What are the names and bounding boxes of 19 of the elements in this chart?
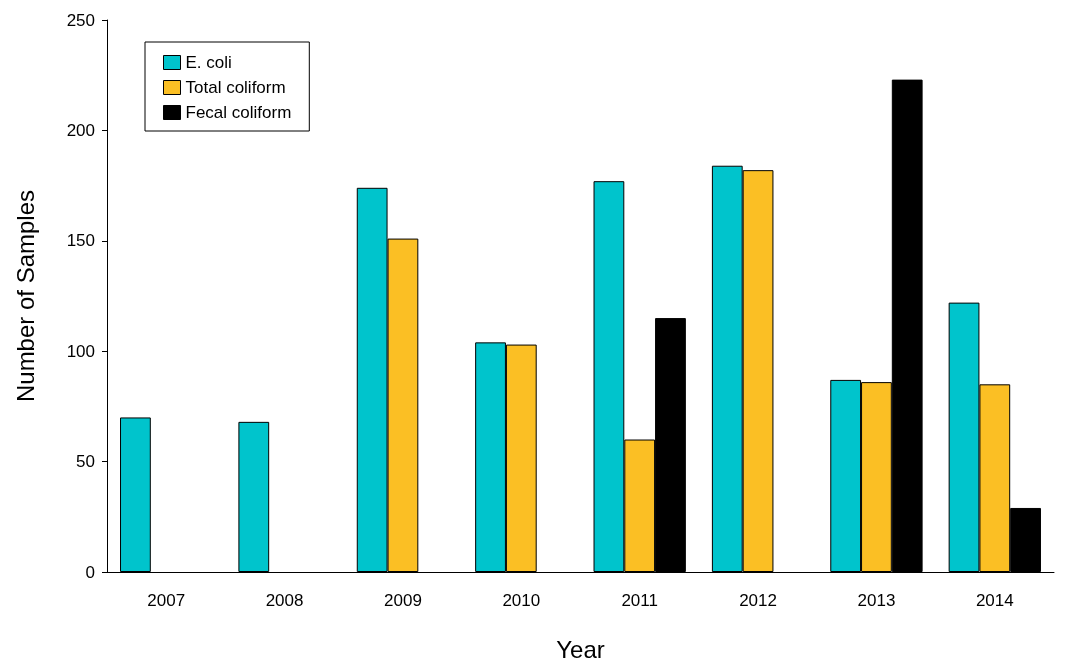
x-tick-label: 2007	[147, 591, 186, 610]
x-tick-label: 2014	[975, 591, 1014, 610]
legend-label: Fecal coliform	[185, 103, 292, 122]
x-tick-label: 2010	[502, 591, 541, 610]
legend-label: Total coliform	[185, 78, 286, 97]
y-tick-label: 0	[85, 562, 95, 582]
y-tick-label: 200	[66, 120, 95, 140]
x-tick-label: 2008	[265, 591, 304, 610]
x-tick-label: 2012	[739, 591, 777, 610]
x-tick-label: 2013	[857, 591, 896, 610]
y-tick-label: 100	[66, 341, 95, 361]
x-tick-label: 2011	[621, 591, 658, 610]
y-axis-title: Number of Samples	[11, 189, 39, 403]
y-tick-label: 150	[66, 231, 95, 251]
y-tick-label: 250	[66, 10, 95, 30]
x-axis-title: Year	[556, 635, 605, 663]
y-tick-label: 50	[76, 452, 95, 472]
x-tick-label: 2009	[384, 591, 422, 610]
legend-label: E. coli	[185, 53, 232, 72]
